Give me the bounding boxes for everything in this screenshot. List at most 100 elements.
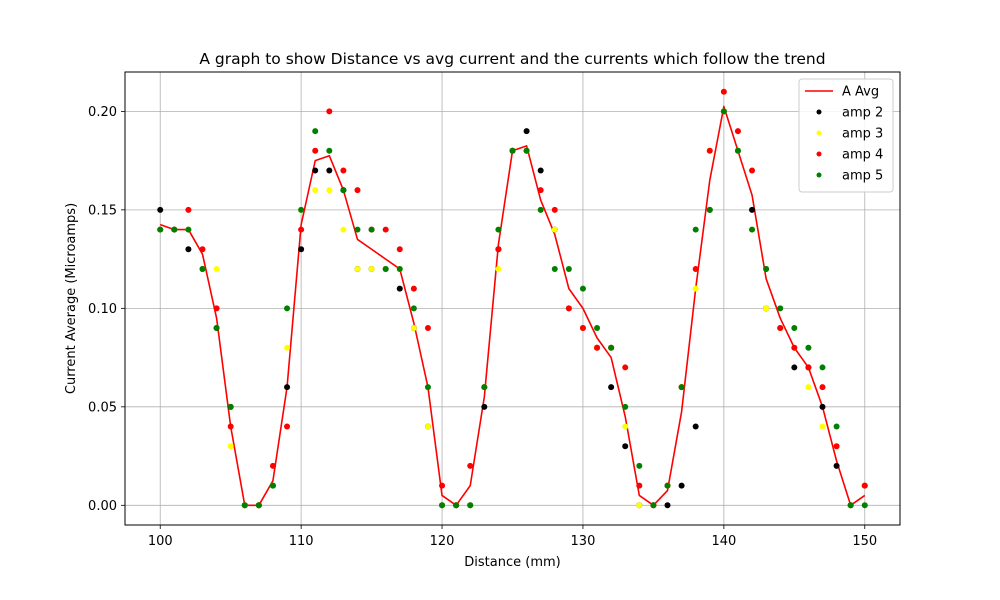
point-amp-3 [227,443,234,450]
point-amp-4 [706,147,713,154]
point-amp-4 [185,206,192,213]
point-amp-5 [861,502,868,509]
point-amp-3 [805,384,812,391]
y-tick-label: 0.15 [88,203,117,218]
point-amp-5 [340,187,347,194]
point-amp-3 [692,285,699,292]
point-amp-4 [439,482,446,489]
point-amp-4 [861,482,868,489]
point-amp-4 [269,462,276,469]
point-amp-5 [847,502,854,509]
point-amp-5 [791,325,798,332]
point-amp-3 [424,423,431,430]
legend-label-amp-2: amp 2 [842,106,883,121]
point-amp-4 [734,128,741,135]
legend-swatch-amp-5 [816,172,822,178]
point-amp-4 [720,88,727,95]
legend-swatch-amp-3 [816,130,822,136]
point-amp-4 [424,325,431,332]
chart-title: A graph to show Distance vs avg current … [199,50,825,68]
point-amp-4 [326,108,333,115]
x-tick-label: 130 [571,534,596,549]
point-amp-2 [298,246,305,253]
y-tick-label: 0.20 [88,105,117,120]
point-amp-2 [692,423,699,430]
legend: A Avg amp 2 amp 3 amp 4 amp 5 [798,78,894,193]
y-tick-label: 0.00 [88,499,117,514]
point-amp-2 [523,128,530,135]
point-amp-5 [819,364,826,371]
point-amp-2 [326,167,333,174]
point-amp-3 [410,325,417,332]
point-amp-5 [692,226,699,233]
x-tick-label: 110 [289,534,314,549]
point-amp-3 [551,226,558,233]
point-amp-4 [833,443,840,450]
point-amp-5 [594,325,601,332]
point-amp-5 [678,384,685,391]
point-amp-5 [734,147,741,154]
point-amp-5 [636,462,643,469]
point-amp-3 [636,502,643,509]
point-amp-5 [467,502,474,509]
point-amp-5 [255,502,262,509]
point-amp-4 [312,147,319,154]
point-amp-2 [678,482,685,489]
point-amp-5 [241,502,248,509]
plot-frame [124,71,901,526]
point-amp-3 [284,344,291,351]
point-amp-2 [312,167,319,174]
point-amp-3 [819,423,826,430]
point-amp-5 [565,265,572,272]
x-tick-label: 150 [852,534,877,549]
point-amp-3 [622,423,629,430]
point-amp-2 [819,403,826,410]
x-tick-label: 100 [148,534,173,549]
point-amp-3 [354,265,361,272]
point-amp-5 [777,305,784,312]
point-amp-4 [199,246,206,253]
point-amp-4 [354,187,361,194]
point-amp-4 [298,226,305,233]
point-amp-5 [157,226,164,233]
point-amp-3 [312,187,319,194]
point-amp-5 [763,265,770,272]
x-axis-title: Distance (mm) [464,555,560,570]
point-amp-5 [199,265,206,272]
point-amp-5 [622,403,629,410]
point-amp-4 [819,384,826,391]
point-amp-5 [439,502,446,509]
point-amp-3 [213,265,220,272]
point-amp-2 [157,206,164,213]
point-amp-2 [481,403,488,410]
point-amp-5 [284,305,291,312]
point-amp-2 [749,206,756,213]
point-amp-4 [622,364,629,371]
point-amp-4 [579,325,586,332]
point-amp-5 [720,108,727,115]
point-amp-2 [185,246,192,253]
point-amp-4 [636,482,643,489]
point-amp-4 [227,423,234,430]
point-amp-4 [382,226,389,233]
point-amp-5 [608,344,615,351]
point-amp-5 [424,384,431,391]
point-amp-5 [650,502,657,509]
point-amp-2 [537,167,544,174]
point-amp-5 [706,206,713,213]
y-axis-title: Current Average (Microamps) [64,203,79,394]
point-amp-4 [537,187,544,194]
point-amp-5 [579,285,586,292]
legend-swatch-amp-2 [816,109,822,115]
point-amp-2 [664,502,671,509]
point-amp-5 [354,226,361,233]
point-amp-5 [523,147,530,154]
point-amp-3 [763,305,770,312]
point-amp-3 [495,265,502,272]
x-tick-label: 120 [430,534,455,549]
point-amp-5 [227,403,234,410]
plot-content [157,88,868,509]
axes: 100 110 120 130 140 150 0.00 0.05 0.10 0.15 0.20 [88,105,877,549]
point-amp-5 [269,482,276,489]
